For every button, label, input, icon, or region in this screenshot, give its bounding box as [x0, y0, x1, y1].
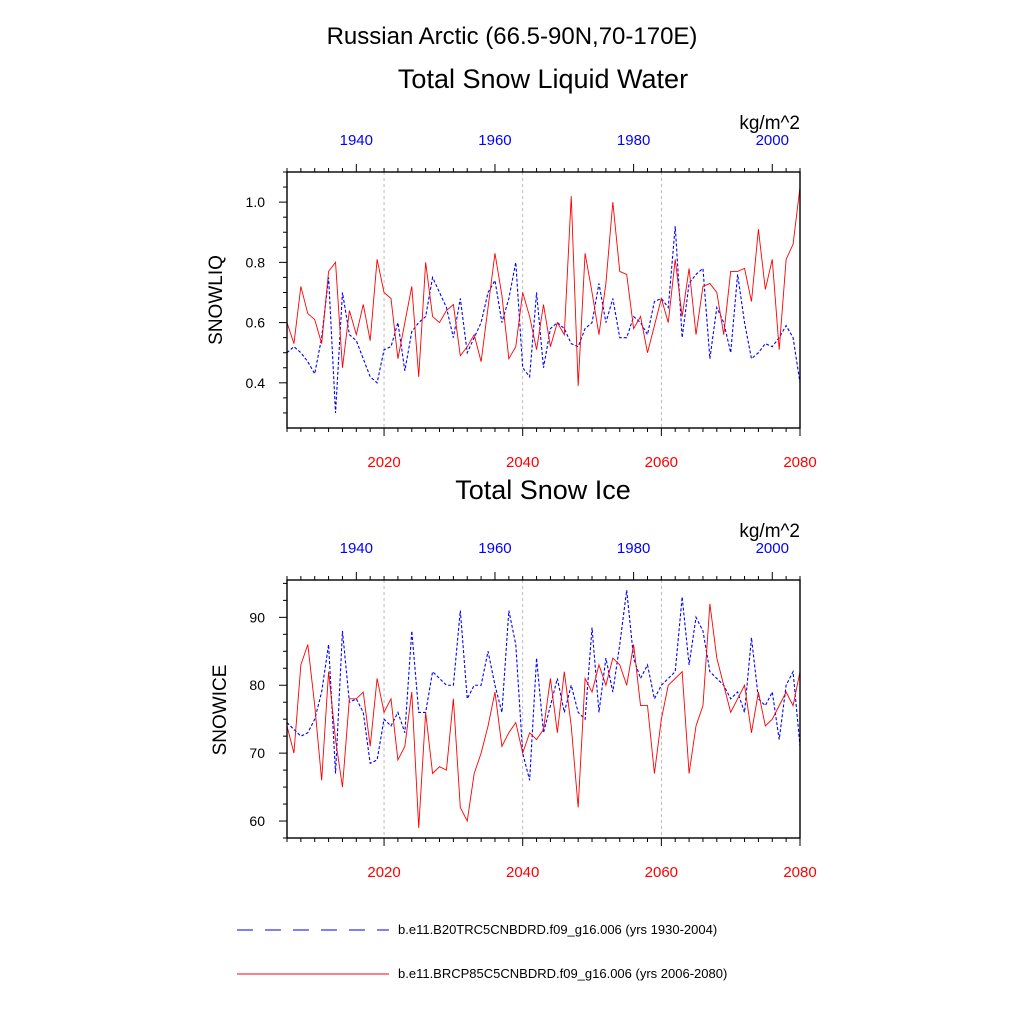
- x-tick-label-historical: 1980: [617, 540, 650, 557]
- y-axis-label: SNOWLIQ: [206, 255, 227, 345]
- series-line-future: [286, 187, 801, 386]
- y-tick-labels: 60 70 80 90: [249, 609, 265, 829]
- top-axis-labels: 1940 1960 1980 2000: [340, 540, 789, 557]
- y-tick-label: 80: [249, 677, 265, 693]
- series-line-historical: [286, 590, 801, 781]
- y-tick-label: 90: [249, 609, 265, 625]
- units-label: kg/m^2: [739, 521, 800, 542]
- legend-label-historical: b.e11.B20TRC5CNBDRD.f09_g16.006 (yrs 193…: [398, 922, 717, 937]
- plot-frame: [286, 579, 801, 839]
- x-gridlines: [383, 580, 662, 838]
- snowliq-panel: Total Snow Liquid Water kg/m^2 SNOWLIQ 0…: [206, 64, 817, 471]
- series-line-historical: [286, 226, 801, 413]
- panel-title: Total Snow Ice: [455, 475, 631, 505]
- x-tick-label-historical: 1980: [617, 132, 650, 149]
- x-gridlines: [383, 172, 662, 428]
- y-tick-label: 60: [249, 813, 265, 829]
- axis-ticks: [279, 164, 801, 436]
- x-tick-label-historical: 2000: [756, 132, 789, 149]
- figure-title: Russian Arctic (66.5-90N,70-170E): [327, 23, 698, 50]
- x-tick-label-future: 2060: [645, 864, 678, 881]
- bottom-axis-labels: 2020 2040 2060 2080: [367, 864, 816, 881]
- y-tick-label: 70: [249, 745, 265, 761]
- x-tick-label-historical: 1960: [478, 540, 511, 557]
- x-tick-label-future: 2080: [783, 454, 816, 471]
- x-tick-label-historical: 2000: [756, 540, 789, 557]
- x-tick-label-future: 2020: [367, 864, 400, 881]
- series-layer: [286, 590, 801, 828]
- y-tick-label: 0.8: [246, 254, 266, 270]
- x-tick-label-future: 2060: [645, 454, 678, 471]
- y-tick-labels: 0.4 0.6 0.8 1.0: [246, 194, 266, 391]
- x-tick-label-historical: 1940: [340, 540, 373, 557]
- legend-label-future: b.e11.BRCP85C5CNBDRD.f09_g16.006 (yrs 20…: [398, 966, 727, 981]
- x-tick-label-historical: 1940: [340, 132, 373, 149]
- plot-frame: [286, 171, 801, 429]
- snowice-panel: Total Snow Ice kg/m^2 SNOWICE 60 70 80 9…: [210, 475, 817, 881]
- top-axis-labels: 1940 1960 1980 2000: [340, 132, 789, 149]
- y-tick-label: 1.0: [246, 194, 266, 210]
- x-tick-label-future: 2040: [506, 454, 539, 471]
- panel-title: Total Snow Liquid Water: [398, 64, 688, 94]
- bottom-axis-labels: 2020 2040 2060 2080: [367, 454, 816, 471]
- legend: b.e11.B20TRC5CNBDRD.f09_g16.006 (yrs 193…: [237, 922, 727, 981]
- y-tick-label: 0.6: [246, 315, 266, 331]
- x-tick-label-future: 2080: [783, 864, 816, 881]
- y-tick-label: 0.4: [246, 375, 266, 391]
- x-tick-label-future: 2020: [367, 454, 400, 471]
- x-tick-label-future: 2040: [506, 864, 539, 881]
- y-axis-label: SNOWICE: [210, 665, 231, 756]
- axis-ticks: [279, 572, 801, 846]
- x-tick-label-historical: 1960: [478, 132, 511, 149]
- units-label: kg/m^2: [739, 113, 800, 134]
- series-layer: [286, 187, 801, 413]
- series-line-future: [286, 603, 801, 828]
